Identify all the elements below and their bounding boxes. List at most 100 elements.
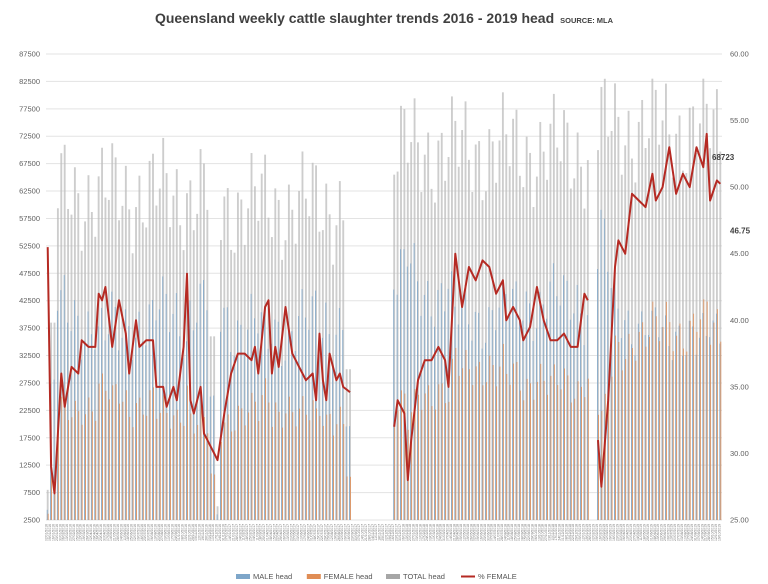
x-tick-label: 31/12/2016 xyxy=(221,524,225,541)
x-tick-label: 10/06/2017 xyxy=(300,524,304,541)
female-bar xyxy=(604,393,606,520)
male-bar xyxy=(525,291,527,520)
male-bar xyxy=(498,307,500,520)
male-bar xyxy=(393,289,395,520)
x-tick-label: 18/11/2017 xyxy=(378,524,382,541)
female-bar xyxy=(346,476,348,520)
male-bar xyxy=(301,289,303,520)
female-bar xyxy=(105,390,107,520)
male-bar xyxy=(654,307,656,520)
female-bar xyxy=(319,415,321,520)
x-tick-label: 19/11/2016 xyxy=(201,524,205,541)
x-tick-label: 01/10/2016 xyxy=(177,524,181,541)
male-bar xyxy=(603,218,605,520)
female-bar xyxy=(485,382,487,520)
y-right-tick-label: 45.00 xyxy=(730,249,749,258)
female-bar xyxy=(428,385,430,520)
x-tick-label: 14/01/2017 xyxy=(228,524,232,541)
female-bar xyxy=(350,476,351,520)
male-bar xyxy=(128,326,130,520)
male-bar xyxy=(111,291,113,520)
female-bar xyxy=(516,361,518,520)
x-tick-label: 11/06/2016 xyxy=(123,524,127,541)
female-bar xyxy=(496,386,498,520)
male-bar xyxy=(87,311,89,520)
male-bar xyxy=(328,334,330,520)
x-tick-label: 21/09/2019 xyxy=(704,524,708,541)
x-tick-label: 22/12/2018 xyxy=(571,524,575,541)
male-bar xyxy=(70,331,72,520)
male-bar xyxy=(709,337,711,520)
male-bar xyxy=(406,266,408,520)
male-bar xyxy=(311,296,313,520)
male-bar xyxy=(304,317,306,520)
female-bar xyxy=(397,410,399,520)
female-bar xyxy=(241,408,243,520)
male-bar xyxy=(226,307,228,520)
female-bar xyxy=(540,363,542,520)
x-tick-label: 12/10/2019 xyxy=(714,524,718,541)
female-bar xyxy=(482,385,484,520)
male-bar xyxy=(682,355,683,520)
male-bar xyxy=(192,330,194,520)
male-bar xyxy=(512,288,514,520)
male-bar xyxy=(495,330,497,520)
male-bar xyxy=(253,318,255,520)
female-bar xyxy=(68,420,70,520)
female-bar xyxy=(268,402,270,520)
x-tick-label: 24/08/2019 xyxy=(690,524,694,541)
male-bar xyxy=(546,318,548,520)
male-bar xyxy=(481,348,483,520)
x-tick-label: 26/03/2016 xyxy=(86,524,90,541)
y-right-tick-label: 30.00 xyxy=(730,449,749,458)
x-tick-label: 08/06/2019 xyxy=(653,524,657,541)
male-bar xyxy=(552,263,554,520)
female-bar xyxy=(47,513,49,520)
total-bar xyxy=(702,78,705,520)
female-bar xyxy=(499,366,501,520)
male-bar xyxy=(189,300,191,520)
female-bar xyxy=(153,387,154,520)
female-bar xyxy=(519,390,521,520)
female-bar xyxy=(333,435,334,520)
female-bar xyxy=(78,411,80,520)
male-bar xyxy=(437,289,439,520)
female-bar xyxy=(635,360,637,520)
male-bar xyxy=(688,320,690,520)
female-bar xyxy=(214,474,216,520)
male-bar xyxy=(250,293,252,520)
x-tick-label: 27/01/2018 xyxy=(412,524,416,541)
male-bar xyxy=(610,288,612,520)
female-bar xyxy=(513,363,515,520)
x-tick-label: 23/01/2016 xyxy=(55,524,59,541)
female-bar xyxy=(282,427,284,520)
male-bar xyxy=(474,311,476,520)
x-tick-label: 15/09/2018 xyxy=(524,524,528,541)
female-bar xyxy=(108,399,110,520)
x-tick-label: 01/06/2019 xyxy=(649,524,653,541)
male-bar xyxy=(583,345,585,520)
male-bar xyxy=(186,341,187,520)
female-bar xyxy=(210,473,212,520)
male-bar xyxy=(627,310,629,520)
x-tick-label: 25/02/2017 xyxy=(249,524,253,541)
x-tick-label: 26/08/2017 xyxy=(337,524,341,541)
female-bar xyxy=(112,385,114,520)
male-bar xyxy=(614,281,615,520)
x-tick-label: 02/03/2019 xyxy=(605,524,609,541)
female-bar xyxy=(244,425,246,520)
male-bar xyxy=(484,342,486,520)
total-bar xyxy=(678,115,681,521)
x-tick-label: 18/02/2017 xyxy=(245,524,249,541)
male-bar xyxy=(107,334,109,520)
male-bar xyxy=(101,307,103,520)
legend-label: MALE head xyxy=(253,572,292,581)
x-tick-label: 13/10/2018 xyxy=(537,524,541,541)
female-bar xyxy=(278,411,280,520)
x-tick-label: 14/04/2018 xyxy=(449,524,453,541)
male-bar xyxy=(423,294,425,520)
male-bar xyxy=(203,280,204,520)
female-bar xyxy=(91,411,93,520)
x-tick-label: 20/08/2016 xyxy=(157,524,161,541)
x-tick-label: 31/03/2018 xyxy=(442,524,446,541)
